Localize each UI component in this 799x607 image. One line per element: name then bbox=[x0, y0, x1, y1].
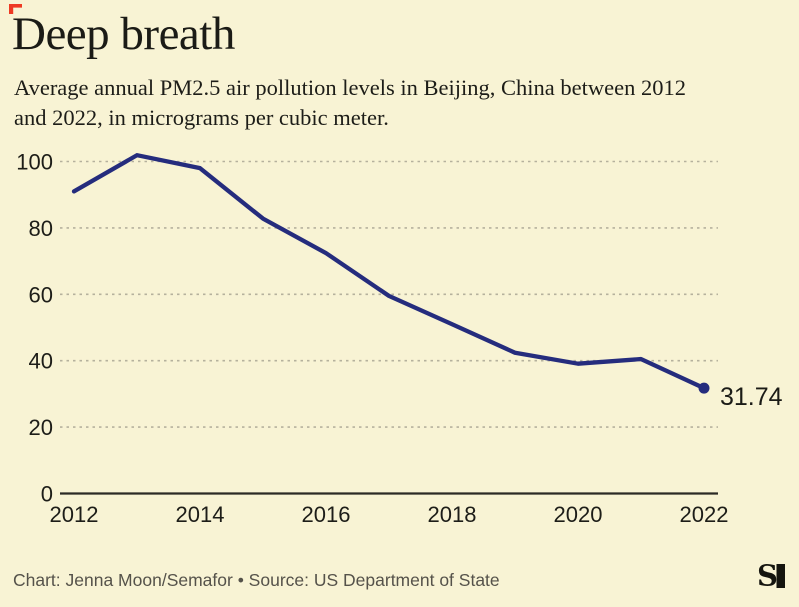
x-axis-label-2012: 2012 bbox=[50, 502, 99, 527]
x-axis-label-2014: 2014 bbox=[176, 502, 225, 527]
chart-subtitle: Average annual PM2.5 air pollution level… bbox=[14, 73, 686, 133]
x-axis-label-2016: 2016 bbox=[302, 502, 351, 527]
chart-subtitle-line1: Average annual PM2.5 air pollution level… bbox=[14, 75, 686, 100]
semafor-logo: S bbox=[758, 563, 785, 589]
y-axis-label-100: 100 bbox=[16, 150, 53, 175]
red-corner-flag-icon bbox=[9, 4, 22, 14]
y-axis-label-20: 20 bbox=[29, 415, 53, 440]
x-axis-label-2020: 2020 bbox=[554, 502, 603, 527]
end-point-dot bbox=[698, 382, 710, 394]
x-axis-label-2022: 2022 bbox=[680, 502, 729, 527]
pm25-data-line bbox=[71, 153, 707, 391]
y-axis-label-60: 60 bbox=[29, 282, 53, 307]
chart-title: Deep breath bbox=[12, 8, 235, 60]
end-value-label: 31.74 bbox=[720, 383, 783, 411]
x-axis-label-2018: 2018 bbox=[428, 502, 477, 527]
y-axis-label-40: 40 bbox=[29, 349, 53, 374]
credit-source-text: Chart: Jenna Moon/Semafor • Source: US D… bbox=[13, 570, 500, 590]
chart-subtitle-line2: and 2022, in micrograms per cubic meter. bbox=[14, 105, 389, 130]
y-axis-label-0: 0 bbox=[41, 482, 53, 507]
svg-text:S: S bbox=[758, 563, 778, 589]
y-axis-label-80: 80 bbox=[29, 216, 53, 241]
